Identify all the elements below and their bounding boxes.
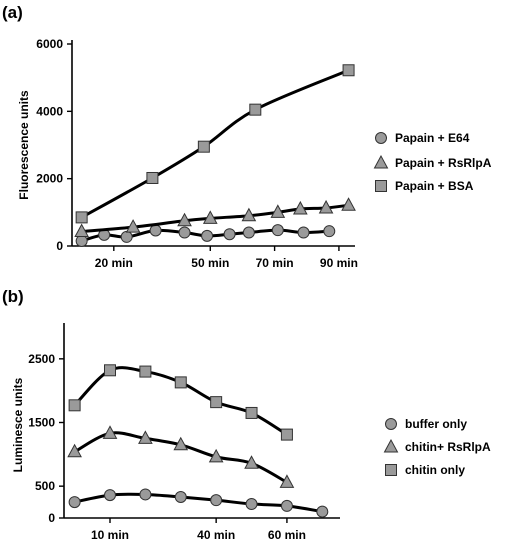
y-tick-label: 1500 — [28, 416, 55, 430]
data-point — [120, 230, 133, 243]
panel-label-b: (b) — [2, 287, 24, 306]
data-point — [104, 489, 116, 502]
data-point — [146, 171, 159, 184]
data-point — [223, 228, 236, 241]
data-point — [174, 490, 187, 503]
legend-marker-1 — [383, 438, 399, 453]
data-point — [67, 443, 82, 458]
x-tick-label: 60 min — [268, 528, 306, 542]
data-point — [201, 229, 214, 242]
data-point — [75, 234, 88, 247]
legend-marker-1 — [373, 154, 389, 169]
data-point — [280, 428, 293, 441]
data-point — [68, 496, 81, 509]
legend-marker-2 — [375, 180, 387, 192]
data-point — [177, 212, 192, 227]
data-point — [245, 406, 258, 419]
data-point — [342, 64, 355, 77]
data-point — [318, 199, 334, 214]
data-point — [149, 224, 162, 237]
data-point — [178, 226, 191, 239]
x-tick-label: 70 min — [256, 256, 294, 270]
data-point — [125, 219, 141, 233]
y-tick-label: 2500 — [28, 352, 55, 366]
x-tick-label: 20 min — [95, 256, 133, 270]
data-point — [173, 436, 189, 451]
data-point — [316, 505, 329, 518]
data-point — [197, 140, 210, 153]
data-point — [271, 224, 284, 237]
data-point — [245, 497, 258, 510]
legend-marker-2 — [385, 464, 397, 476]
x-tick-label: 50 min — [191, 256, 229, 270]
y-axis-title: Luminesce units — [11, 377, 25, 472]
data-point — [210, 494, 223, 507]
legend-label-2: Papain + BSA — [395, 179, 474, 193]
data-point — [241, 207, 257, 222]
data-point — [292, 200, 308, 215]
data-point — [210, 396, 223, 409]
y-tick-label: 500 — [35, 479, 55, 493]
legend-label-1: Papain + RsRlpA — [395, 156, 492, 170]
y-tick-label: 6000 — [36, 37, 63, 51]
x-tick-label: 10 min — [91, 528, 129, 542]
legend-marker-0 — [385, 418, 397, 430]
legend-label-1: chitin+ RsRlpA — [405, 440, 491, 454]
y-tick-label: 2000 — [36, 172, 63, 186]
panel-label-a: (a) — [2, 3, 23, 22]
data-point — [138, 430, 153, 444]
data-point — [68, 399, 81, 412]
data-point — [139, 365, 152, 378]
data-point — [102, 425, 118, 439]
data-point — [280, 499, 293, 512]
data-point — [270, 204, 286, 218]
data-point — [75, 211, 88, 224]
series-line-2 — [80, 68, 350, 219]
chart-a: 0 2000 4000 6000 20 min 50 min 70 min 90 min Flu… — [17, 37, 492, 270]
data-point — [297, 226, 310, 239]
legend-marker-0 — [375, 132, 387, 144]
data-point — [279, 474, 295, 488]
data-point — [341, 197, 356, 211]
y-axis-title: Fluorescence units — [17, 90, 31, 200]
x-tick-label: 40 min — [197, 528, 235, 542]
data-point — [323, 225, 336, 238]
data-point — [242, 226, 255, 239]
data-point — [202, 210, 218, 224]
data-point — [104, 364, 116, 377]
data-point — [244, 455, 259, 469]
y-tick-label: 0 — [56, 239, 63, 253]
legend-label-0: Papain + E64 — [395, 131, 470, 145]
y-tick-label: 0 — [48, 511, 55, 525]
data-point — [139, 488, 152, 501]
data-point — [249, 103, 262, 116]
data-point — [74, 223, 89, 238]
y-tick-label: 4000 — [36, 104, 63, 118]
legend-label-0: buffer only — [405, 417, 467, 431]
chart-b: 0 500 1500 2500 10 min 40 min 60 min Luminesce … — [11, 323, 491, 542]
data-point — [174, 376, 187, 389]
x-tick-label: 90 min — [320, 256, 358, 270]
series-line-1 — [81, 203, 349, 234]
legend-label-2: chitin only — [405, 463, 465, 477]
data-point — [208, 448, 224, 463]
